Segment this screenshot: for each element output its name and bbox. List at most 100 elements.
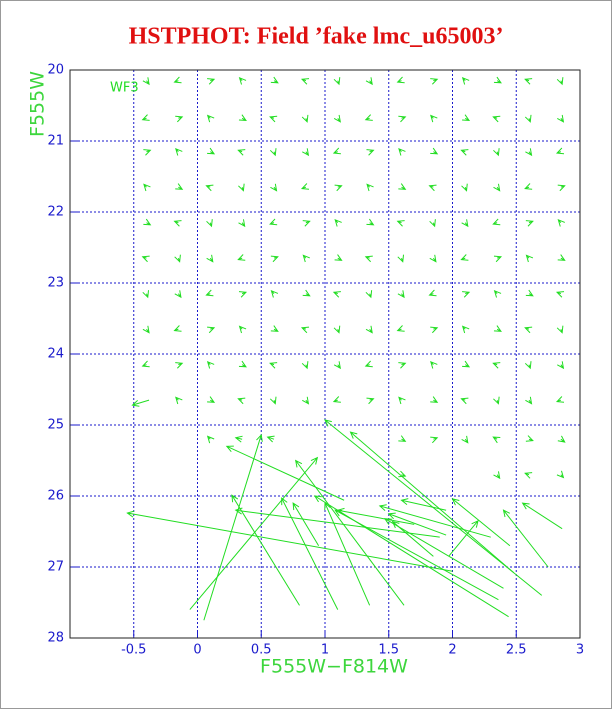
arrow: [141, 114, 150, 121]
arrow: [461, 325, 470, 334]
arrow: [300, 183, 310, 190]
arrow: [502, 509, 549, 568]
arrow: [143, 218, 152, 226]
arrow: [206, 114, 215, 123]
arrow: [400, 498, 447, 511]
arrow: [396, 76, 405, 84]
arrow: [365, 77, 373, 86]
arrow: [332, 396, 341, 403]
arrow: [334, 218, 342, 227]
arrow: [300, 78, 310, 85]
arrow: [396, 325, 405, 332]
arrow: [557, 361, 565, 370]
x-axis-label: F555W−F814W: [260, 656, 408, 678]
arrow: [173, 325, 182, 332]
arrow: [383, 518, 504, 589]
arrow: [525, 396, 533, 405]
arrow: [336, 507, 415, 525]
x-tick-label: 2.5: [506, 643, 527, 658]
x-tick-label: 3: [576, 643, 584, 658]
arrow: [203, 433, 263, 621]
arrow: [141, 360, 150, 368]
arrow: [430, 436, 439, 444]
arrow: [270, 325, 279, 332]
arrow: [238, 219, 246, 228]
arrow: [364, 114, 373, 121]
arrow: [334, 254, 343, 261]
arrow: [225, 445, 345, 501]
y-tick-label: 20: [47, 63, 64, 78]
arrow: [556, 470, 565, 479]
arrow: [557, 184, 566, 192]
arrow: [428, 289, 437, 297]
arrow: [175, 362, 184, 369]
arrow: [398, 435, 407, 442]
arrow: [524, 114, 532, 123]
y-tick-label: 22: [47, 205, 64, 220]
arrow: [493, 396, 500, 405]
arrow: [492, 362, 501, 369]
arrow: [524, 78, 533, 85]
arrow: [521, 502, 563, 530]
arrow: [207, 326, 216, 334]
arrow: [555, 147, 565, 155]
arrow: [238, 360, 247, 368]
arrow: [142, 290, 150, 299]
arrow: [141, 255, 150, 263]
arrow: [206, 254, 214, 263]
y-axis-label: F555W: [27, 71, 49, 137]
arrow: [301, 361, 309, 370]
arrow: [430, 326, 439, 334]
arrow: [430, 114, 438, 123]
arrow: [524, 361, 532, 370]
arrow: [397, 254, 405, 263]
arrow: [270, 289, 279, 298]
arrow: [430, 147, 439, 155]
arrow: [430, 360, 438, 369]
arrow: [237, 254, 246, 261]
arrow: [391, 520, 434, 557]
arrow: [269, 362, 278, 369]
arrow: [493, 76, 502, 84]
arrow: [525, 435, 534, 442]
arrow: [189, 456, 319, 610]
arrow: [492, 115, 501, 123]
arrow: [525, 289, 534, 297]
arrow: [557, 114, 565, 123]
arrow: [462, 114, 471, 121]
arrow: [557, 218, 565, 227]
arrow: [143, 149, 152, 156]
arrow: [557, 435, 566, 443]
arrow: [266, 435, 275, 443]
arrow: [364, 360, 373, 368]
arrow: [460, 254, 469, 261]
chart-title: HSTPHOT: Field ’fake lmc_u65003’: [129, 24, 504, 50]
arrow: [524, 326, 533, 334]
arrow: [237, 397, 246, 405]
arrow: [397, 290, 405, 299]
arrow: [174, 290, 182, 299]
arrow: [313, 495, 509, 618]
arrow: [364, 255, 373, 263]
arrow: [302, 148, 310, 157]
arrow: [207, 78, 216, 85]
arrow: [333, 114, 341, 123]
arrow: [238, 76, 247, 85]
arrow: [461, 219, 469, 228]
arrow: [142, 325, 150, 334]
arrow: [238, 325, 247, 334]
y-tick-label: 28: [47, 631, 64, 646]
y-tick-label: 26: [47, 489, 64, 504]
arrow: [555, 396, 565, 403]
x-tick-label: 1.5: [378, 643, 399, 658]
arrow: [142, 77, 150, 86]
arrow: [462, 360, 471, 368]
arrow: [333, 77, 341, 86]
y-tick-label: 24: [47, 347, 64, 362]
arrow: [269, 115, 278, 123]
arrow: [524, 183, 533, 190]
arrow: [175, 147, 183, 156]
arrow: [302, 254, 310, 263]
arrow: [398, 470, 407, 478]
